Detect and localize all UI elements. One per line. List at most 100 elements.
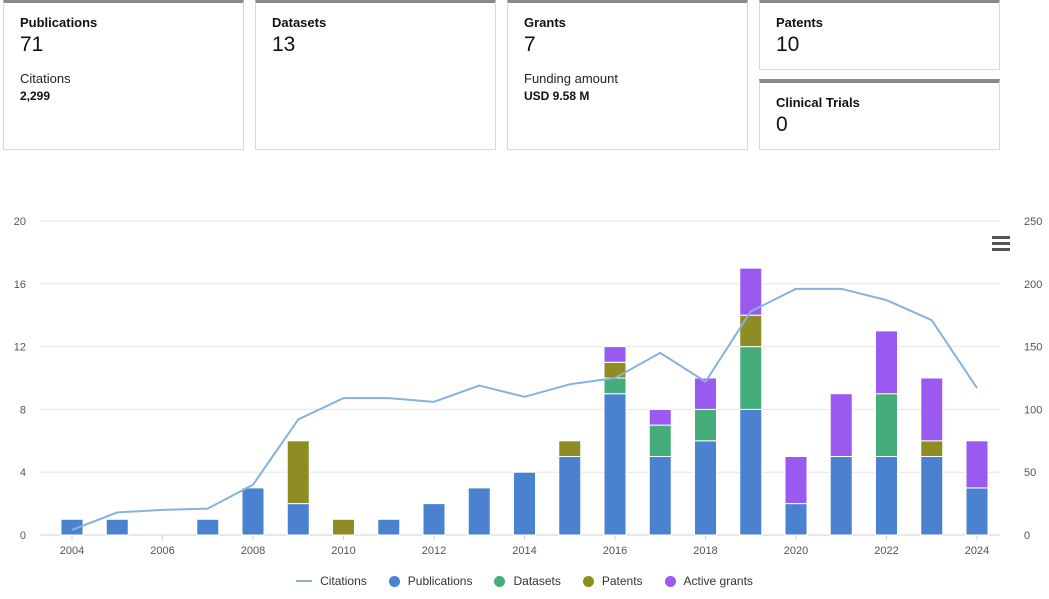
grants-label: Grants xyxy=(524,15,566,30)
clinical-trials-label: Clinical Trials xyxy=(776,95,860,110)
bar-publications-2022 xyxy=(875,456,898,536)
patents-label: Patents xyxy=(776,15,823,30)
left-axis-tick-label: 0 xyxy=(20,530,26,542)
funding-amount-label: Funding amount xyxy=(524,71,618,86)
left-axis-tick-label: 20 xyxy=(14,216,26,228)
bar-publications-2013 xyxy=(467,487,491,536)
x-axis-tick-label: 2016 xyxy=(603,545,627,557)
x-axis-tick-label: 2006 xyxy=(150,545,174,557)
bar-patents-2016 xyxy=(603,361,627,379)
clinical-trials-count: 0 xyxy=(776,113,788,136)
x-axis-tick-label: 2022 xyxy=(874,545,898,557)
right-axis-tick-label: 200 xyxy=(1024,279,1042,291)
datasets-label: Datasets xyxy=(272,15,327,30)
x-axis-tick-label: 2008 xyxy=(241,545,265,557)
bar-active-grants-2016 xyxy=(603,346,627,363)
clinical-trials-card[interactable]: Clinical Trials 0 xyxy=(759,79,1000,150)
bar-publications-2018 xyxy=(694,440,717,536)
x-axis-tick-label: 2018 xyxy=(693,545,717,557)
bar-active-grants-2018 xyxy=(694,377,717,410)
legend-label: Publications xyxy=(407,574,473,588)
right-axis-tick-label: 150 xyxy=(1024,342,1042,354)
right-axis-tick-label: 50 xyxy=(1024,467,1036,479)
bar-active-grants-2023 xyxy=(920,377,944,442)
left-axis-tick-label: 12 xyxy=(14,342,26,354)
bar-publications-2011 xyxy=(377,518,401,536)
left-axis-tick-label: 4 xyxy=(20,467,26,479)
chart-legend: Citations Publications Datasets Patents … xyxy=(0,574,1049,588)
bar-publications-2020 xyxy=(784,503,808,536)
bar-publications-2021 xyxy=(829,456,853,536)
grants-card[interactable]: Grants 7 Funding amount USD 9.58 M xyxy=(507,0,748,150)
bar-datasets-2022 xyxy=(875,393,898,458)
bar-publications-2015 xyxy=(558,456,582,536)
x-axis-tick-label: 2020 xyxy=(784,545,808,557)
bar-active-grants-2019 xyxy=(739,267,763,316)
bar-publications-2008 xyxy=(241,487,265,536)
legend-label: Citations xyxy=(320,574,367,588)
x-axis-tick-label: 2004 xyxy=(60,545,84,557)
legend-item-datasets[interactable]: Datasets xyxy=(494,574,561,588)
bar-datasets-2017 xyxy=(648,424,672,458)
bar-datasets-2018 xyxy=(694,408,717,442)
bar-patents-2010 xyxy=(332,518,355,536)
legend-item-citations[interactable]: Citations xyxy=(296,574,367,588)
x-axis-tick-label: 2010 xyxy=(331,545,355,557)
left-axis-tick-label: 8 xyxy=(20,404,26,416)
bar-active-grants-2022 xyxy=(875,330,898,395)
x-axis-tick-label: 2014 xyxy=(512,545,536,557)
bar-patents-2015 xyxy=(558,440,582,457)
bar-publications-2024 xyxy=(965,487,989,536)
legend-item-active-grants[interactable]: Active grants xyxy=(664,574,753,588)
bar-publications-2016 xyxy=(603,393,627,536)
datasets-count: 13 xyxy=(272,33,296,56)
dot-icon xyxy=(494,575,506,587)
publications-count: 71 xyxy=(20,33,44,56)
x-axis-tick-label: 2024 xyxy=(965,545,989,557)
dot-icon xyxy=(388,575,400,587)
legend-label: Active grants xyxy=(683,574,753,588)
dot-icon xyxy=(582,575,594,587)
bar-patents-2023 xyxy=(920,440,944,457)
dot-icon xyxy=(664,575,676,587)
bar-datasets-2016 xyxy=(603,377,627,395)
citations-line xyxy=(71,287,978,531)
patents-count: 10 xyxy=(776,33,800,56)
x-axis-tick-label: 2012 xyxy=(422,545,446,557)
right-axis-tick-label: 250 xyxy=(1024,216,1042,228)
datasets-card[interactable]: Datasets 13 xyxy=(255,0,496,150)
bar-publications-2017 xyxy=(648,456,672,536)
citations-count: 2,299 xyxy=(20,89,51,103)
bar-active-grants-2024 xyxy=(965,440,989,489)
citations-label: Citations xyxy=(20,71,71,86)
right-axis-tick-label: 0 xyxy=(1024,530,1030,542)
right-axis-tick-label: 100 xyxy=(1024,404,1042,416)
bar-active-grants-2020 xyxy=(784,456,808,505)
bar-patents-2019 xyxy=(739,314,763,348)
bar-publications-2005 xyxy=(105,518,129,536)
bar-publications-2012 xyxy=(422,503,446,536)
legend-item-patents[interactable]: Patents xyxy=(582,574,643,588)
bar-patents-2009 xyxy=(286,440,310,505)
bar-publications-2023 xyxy=(920,456,944,536)
grants-count: 7 xyxy=(524,33,536,56)
bar-publications-2014 xyxy=(513,471,536,536)
bar-publications-2007 xyxy=(196,518,220,536)
legend-label: Patents xyxy=(601,574,643,588)
legend-label: Datasets xyxy=(513,574,561,588)
publications-label: Publications xyxy=(20,15,98,30)
publications-card[interactable]: Publications 71 Citations 2,299 xyxy=(3,0,244,150)
line-icon xyxy=(296,580,313,582)
bar-datasets-2019 xyxy=(739,346,763,410)
funding-amount-value: USD 9.58 M xyxy=(524,89,590,103)
bar-active-grants-2021 xyxy=(829,393,853,458)
left-axis-tick-label: 16 xyxy=(14,279,26,291)
legend-item-publications[interactable]: Publications xyxy=(388,574,473,588)
bar-publications-2004 xyxy=(60,518,84,536)
bar-active-grants-2017 xyxy=(648,408,672,426)
bar-publications-2009 xyxy=(286,503,310,536)
patents-card[interactable]: Patents 10 xyxy=(759,0,1000,70)
chart-menu-icon[interactable] xyxy=(992,236,1010,254)
bar-publications-2019 xyxy=(739,408,763,536)
